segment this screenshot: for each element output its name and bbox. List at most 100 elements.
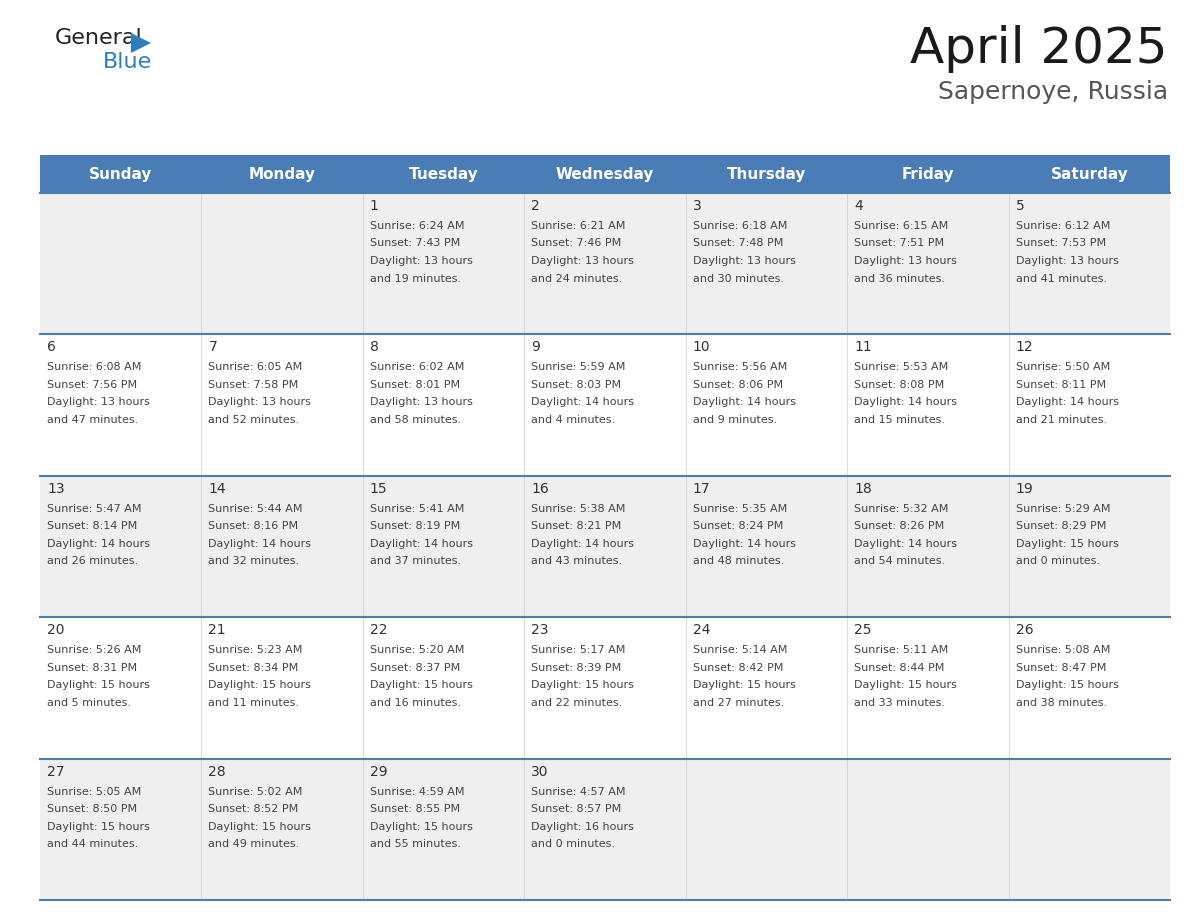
Text: and 4 minutes.: and 4 minutes. <box>531 415 615 425</box>
Text: Sunset: 8:11 PM: Sunset: 8:11 PM <box>1016 380 1106 390</box>
Text: 11: 11 <box>854 341 872 354</box>
Text: and 36 minutes.: and 36 minutes. <box>854 274 946 284</box>
Text: Sunrise: 4:57 AM: Sunrise: 4:57 AM <box>531 787 626 797</box>
Text: Sunset: 8:47 PM: Sunset: 8:47 PM <box>1016 663 1106 673</box>
Text: 23: 23 <box>531 623 549 637</box>
Text: April 2025: April 2025 <box>910 25 1168 73</box>
Text: and 19 minutes.: and 19 minutes. <box>369 274 461 284</box>
Text: 28: 28 <box>208 765 226 778</box>
Text: Sunday: Sunday <box>89 166 152 182</box>
Text: Sunset: 7:51 PM: Sunset: 7:51 PM <box>854 239 944 249</box>
Text: Sunrise: 5:11 AM: Sunrise: 5:11 AM <box>854 645 948 655</box>
Text: Sunset: 8:39 PM: Sunset: 8:39 PM <box>531 663 621 673</box>
Text: Sunrise: 5:53 AM: Sunrise: 5:53 AM <box>854 363 948 373</box>
Text: Sunrise: 5:14 AM: Sunrise: 5:14 AM <box>693 645 788 655</box>
Text: Sunrise: 6:05 AM: Sunrise: 6:05 AM <box>208 363 303 373</box>
Text: Sunset: 8:01 PM: Sunset: 8:01 PM <box>369 380 460 390</box>
Text: and 21 minutes.: and 21 minutes. <box>1016 415 1107 425</box>
Text: Sunrise: 5:23 AM: Sunrise: 5:23 AM <box>208 645 303 655</box>
Text: and 0 minutes.: and 0 minutes. <box>1016 556 1100 566</box>
Text: and 37 minutes.: and 37 minutes. <box>369 556 461 566</box>
Text: and 9 minutes.: and 9 minutes. <box>693 415 777 425</box>
Text: Sunset: 7:58 PM: Sunset: 7:58 PM <box>208 380 298 390</box>
Text: 14: 14 <box>208 482 226 496</box>
Text: Sunrise: 5:05 AM: Sunrise: 5:05 AM <box>48 787 141 797</box>
Text: 17: 17 <box>693 482 710 496</box>
Text: and 47 minutes.: and 47 minutes. <box>48 415 138 425</box>
Bar <box>40 193 1170 334</box>
Text: Daylight: 15 hours: Daylight: 15 hours <box>531 680 634 690</box>
Bar <box>40 476 1170 617</box>
Text: Sunrise: 6:15 AM: Sunrise: 6:15 AM <box>854 221 948 231</box>
Text: 22: 22 <box>369 623 387 637</box>
Text: and 58 minutes.: and 58 minutes. <box>369 415 461 425</box>
Text: Sunrise: 5:59 AM: Sunrise: 5:59 AM <box>531 363 626 373</box>
Text: and 55 minutes.: and 55 minutes. <box>369 839 461 849</box>
Text: Daylight: 15 hours: Daylight: 15 hours <box>854 680 958 690</box>
Text: Sunrise: 5:32 AM: Sunrise: 5:32 AM <box>854 504 948 514</box>
Text: Sunset: 8:44 PM: Sunset: 8:44 PM <box>854 663 944 673</box>
Text: Sunrise: 5:17 AM: Sunrise: 5:17 AM <box>531 645 626 655</box>
Bar <box>40 758 1170 900</box>
Bar <box>40 617 1170 758</box>
Text: Sunrise: 5:47 AM: Sunrise: 5:47 AM <box>48 504 141 514</box>
Text: Sunset: 8:08 PM: Sunset: 8:08 PM <box>854 380 944 390</box>
Text: Sunset: 8:37 PM: Sunset: 8:37 PM <box>369 663 460 673</box>
Text: Daylight: 13 hours: Daylight: 13 hours <box>369 256 473 266</box>
Text: 30: 30 <box>531 765 549 778</box>
Text: Sunrise: 5:44 AM: Sunrise: 5:44 AM <box>208 504 303 514</box>
Text: Daylight: 14 hours: Daylight: 14 hours <box>48 539 150 549</box>
Text: Daylight: 14 hours: Daylight: 14 hours <box>1016 397 1119 408</box>
Text: General: General <box>55 28 143 48</box>
Text: Sunset: 8:55 PM: Sunset: 8:55 PM <box>369 804 460 814</box>
Text: Sunset: 8:24 PM: Sunset: 8:24 PM <box>693 521 783 532</box>
Text: Daylight: 15 hours: Daylight: 15 hours <box>1016 539 1118 549</box>
Text: 5: 5 <box>1016 199 1024 213</box>
Text: and 11 minutes.: and 11 minutes. <box>208 698 299 708</box>
Text: 27: 27 <box>48 765 64 778</box>
Text: Sunset: 7:48 PM: Sunset: 7:48 PM <box>693 239 783 249</box>
Text: and 52 minutes.: and 52 minutes. <box>208 415 299 425</box>
Text: Sunset: 8:16 PM: Sunset: 8:16 PM <box>208 521 298 532</box>
Text: Sunset: 8:42 PM: Sunset: 8:42 PM <box>693 663 783 673</box>
Text: Daylight: 15 hours: Daylight: 15 hours <box>1016 680 1118 690</box>
Text: and 54 minutes.: and 54 minutes. <box>854 556 946 566</box>
Text: Daylight: 13 hours: Daylight: 13 hours <box>693 256 796 266</box>
Text: Daylight: 15 hours: Daylight: 15 hours <box>48 680 150 690</box>
Text: 25: 25 <box>854 623 872 637</box>
Text: Daylight: 14 hours: Daylight: 14 hours <box>208 539 311 549</box>
Text: Sunrise: 5:26 AM: Sunrise: 5:26 AM <box>48 645 141 655</box>
Text: Sunrise: 5:20 AM: Sunrise: 5:20 AM <box>369 645 465 655</box>
Text: Monday: Monday <box>248 166 316 182</box>
Text: Sunset: 7:46 PM: Sunset: 7:46 PM <box>531 239 621 249</box>
Text: Sunrise: 5:02 AM: Sunrise: 5:02 AM <box>208 787 303 797</box>
Text: 4: 4 <box>854 199 862 213</box>
Text: 2: 2 <box>531 199 541 213</box>
Text: and 44 minutes.: and 44 minutes. <box>48 839 138 849</box>
Text: Daylight: 15 hours: Daylight: 15 hours <box>208 680 311 690</box>
Text: and 49 minutes.: and 49 minutes. <box>208 839 299 849</box>
Text: Daylight: 15 hours: Daylight: 15 hours <box>693 680 796 690</box>
Text: 13: 13 <box>48 482 64 496</box>
Text: and 30 minutes.: and 30 minutes. <box>693 274 784 284</box>
Text: Sunset: 8:26 PM: Sunset: 8:26 PM <box>854 521 944 532</box>
Text: Daylight: 13 hours: Daylight: 13 hours <box>1016 256 1118 266</box>
Text: Sapernoye, Russia: Sapernoye, Russia <box>937 80 1168 104</box>
Text: Daylight: 14 hours: Daylight: 14 hours <box>531 539 634 549</box>
Text: Daylight: 14 hours: Daylight: 14 hours <box>693 539 796 549</box>
Text: Sunset: 8:03 PM: Sunset: 8:03 PM <box>531 380 621 390</box>
Text: 9: 9 <box>531 341 541 354</box>
Text: and 48 minutes.: and 48 minutes. <box>693 556 784 566</box>
Text: 29: 29 <box>369 765 387 778</box>
Text: Daylight: 14 hours: Daylight: 14 hours <box>531 397 634 408</box>
Text: Sunrise: 5:50 AM: Sunrise: 5:50 AM <box>1016 363 1110 373</box>
Text: Sunset: 8:29 PM: Sunset: 8:29 PM <box>1016 521 1106 532</box>
Text: Sunrise: 5:08 AM: Sunrise: 5:08 AM <box>1016 645 1110 655</box>
Bar <box>40 155 1170 193</box>
Text: and 43 minutes.: and 43 minutes. <box>531 556 623 566</box>
Text: and 27 minutes.: and 27 minutes. <box>693 698 784 708</box>
Text: Daylight: 13 hours: Daylight: 13 hours <box>208 397 311 408</box>
Text: Sunrise: 5:35 AM: Sunrise: 5:35 AM <box>693 504 786 514</box>
Text: 15: 15 <box>369 482 387 496</box>
Text: 10: 10 <box>693 341 710 354</box>
